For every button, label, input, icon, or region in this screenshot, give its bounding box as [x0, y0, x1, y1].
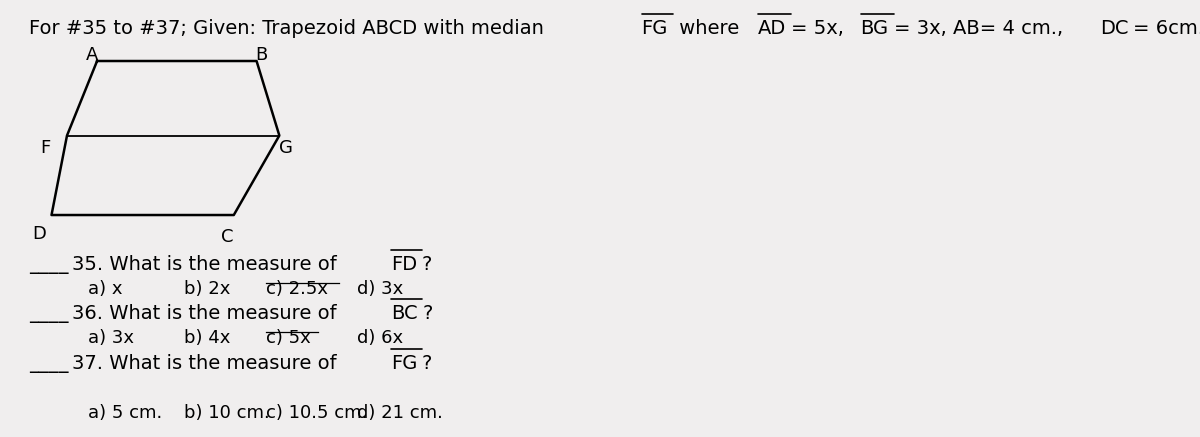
- Text: = 5x,: = 5x,: [791, 19, 850, 38]
- Text: A: A: [86, 46, 98, 64]
- Text: c) 10.5 cm.: c) 10.5 cm.: [265, 404, 367, 422]
- Text: F: F: [40, 139, 50, 156]
- Text: C: C: [221, 228, 234, 246]
- Text: ?: ?: [422, 305, 433, 323]
- Text: AD: AD: [757, 19, 786, 38]
- Text: ?: ?: [422, 354, 432, 373]
- Text: D: D: [32, 225, 47, 243]
- Text: 35. What is the measure of: 35. What is the measure of: [72, 255, 343, 274]
- Text: ____: ____: [29, 305, 68, 323]
- Text: G: G: [278, 139, 293, 156]
- Text: a) 5 cm.: a) 5 cm.: [88, 404, 162, 422]
- Text: For #35 to #37; Given: Trapezoid ABCD with median: For #35 to #37; Given: Trapezoid ABCD wi…: [29, 19, 550, 38]
- Text: FD: FD: [391, 255, 418, 274]
- Text: ?: ?: [422, 255, 432, 274]
- Text: BG: BG: [860, 19, 889, 38]
- Text: FG: FG: [642, 19, 668, 38]
- Text: a) x: a) x: [88, 280, 122, 298]
- Text: c) 2.5x: c) 2.5x: [265, 280, 328, 298]
- Text: 37. What is the measure of: 37. What is the measure of: [72, 354, 343, 373]
- Text: ____: ____: [29, 354, 68, 373]
- Text: B: B: [254, 46, 268, 64]
- Text: = 6cm.: = 6cm.: [1133, 19, 1200, 38]
- Text: BC: BC: [391, 305, 418, 323]
- Text: ____: ____: [29, 255, 68, 274]
- Text: c) 5x: c) 5x: [265, 329, 311, 347]
- Text: where: where: [672, 19, 745, 38]
- Text: a) 3x: a) 3x: [88, 329, 134, 347]
- Text: d) 6x: d) 6x: [356, 329, 403, 347]
- Text: b) 10 cm.: b) 10 cm.: [184, 404, 270, 422]
- Text: d) 3x: d) 3x: [356, 280, 403, 298]
- Text: b) 4x: b) 4x: [184, 329, 230, 347]
- Text: b) 2x: b) 2x: [184, 280, 230, 298]
- Text: DC: DC: [1100, 19, 1128, 38]
- Text: 36. What is the measure of: 36. What is the measure of: [72, 305, 343, 323]
- Text: d) 21 cm.: d) 21 cm.: [356, 404, 443, 422]
- Text: FG: FG: [391, 354, 418, 373]
- Text: = 3x, AB= 4 cm.,: = 3x, AB= 4 cm.,: [894, 19, 1069, 38]
